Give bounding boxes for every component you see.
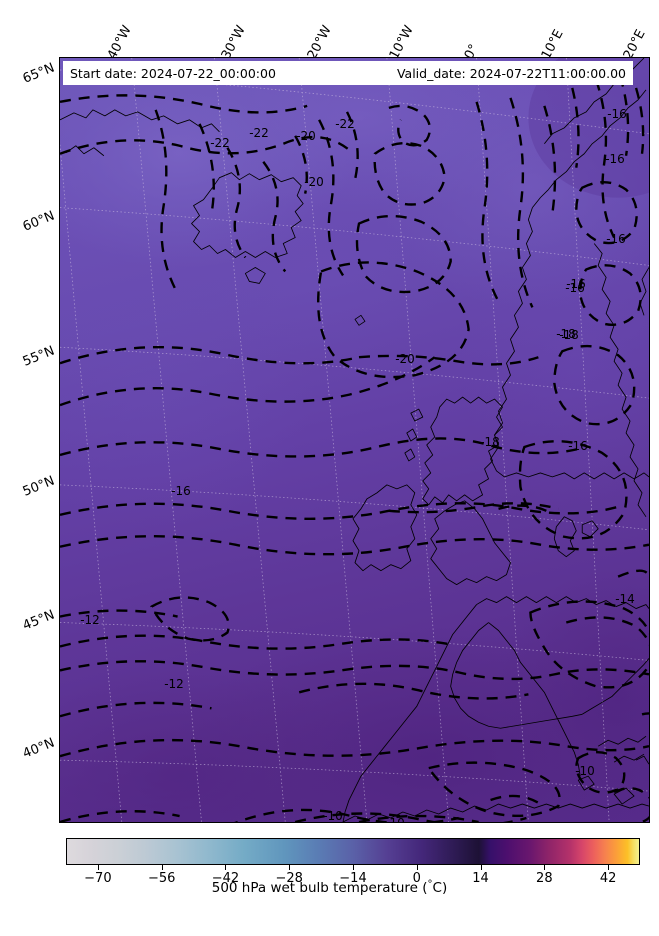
lat-tick-4: 45°N — [20, 607, 57, 634]
map-overlays — [60, 58, 649, 822]
cbar-tickmark-1 — [161, 865, 163, 870]
coastlines — [60, 58, 649, 822]
lat-tick-3: 50°N — [20, 473, 57, 500]
cbar-tickmark-7 — [544, 865, 546, 870]
cbar-ticklabel-4: −14 — [339, 871, 367, 886]
start-date-label: Start date: 2024-07-22_00:00:00 — [70, 65, 276, 81]
cbar-ticklabel-8: 42 — [599, 871, 617, 886]
cbar-ticklabel-3: −28 — [275, 871, 303, 886]
cbar-tickmark-4 — [353, 865, 354, 870]
degree-symbol: ° — [427, 879, 433, 890]
contour-lines — [60, 75, 649, 822]
cbar-ticklabel-7: 28 — [536, 871, 553, 886]
cbar-tickmark-6 — [480, 865, 482, 870]
colorbar[interactable]: −70 −56 −42 −28 −14 0 14 28 42 — [66, 838, 640, 887]
cbar-tickmark-5 — [416, 865, 418, 870]
cbar-ticklabel-1: −56 — [147, 871, 176, 886]
cbar-tickmark-8 — [608, 865, 610, 870]
cbar-ticklabel-6: 14 — [472, 871, 489, 886]
map-panel[interactable]: -22 -22 -20 -22 -20 -20 -18 -16 -16 -16 -16 -16 -16-… — [59, 57, 650, 823]
colorbar-title-tail: C) — [432, 880, 448, 896]
date-info-banner: Start date: 2024-07-22_00:00:00 Valid_da… — [63, 61, 633, 85]
cbar-tickmark-3 — [289, 865, 291, 870]
valid-date-label: Valid_date: 2024-07-22T11:00:00.00 — [396, 65, 626, 81]
cbar-ticklabel-5: 0 — [412, 871, 421, 886]
colorbar-title-main: 500 hPa wet bulb temperature ( — [211, 880, 428, 896]
lat-tick-2: 55°N — [20, 343, 57, 370]
cbar-tickmark-0 — [97, 865, 99, 870]
cbar-tickmark-2 — [225, 865, 227, 870]
cbar-ticklabel-2: −42 — [211, 871, 240, 886]
colorbar-tick-labels: −70 −56 −42 −28 −14 0 14 28 42 — [66, 865, 640, 887]
colorbar-title: 500 hPa wet bulb temperature (°C) — [0, 879, 659, 897]
lat-tick-1: 60°N — [20, 208, 57, 235]
lat-tick-5: 40°N — [20, 735, 57, 762]
lat-tick-0: 65°N — [20, 60, 57, 87]
cbar-ticklabel-0: −70 — [84, 871, 112, 886]
colorbar-gradient — [66, 838, 640, 865]
field-fill — [60, 58, 649, 822]
